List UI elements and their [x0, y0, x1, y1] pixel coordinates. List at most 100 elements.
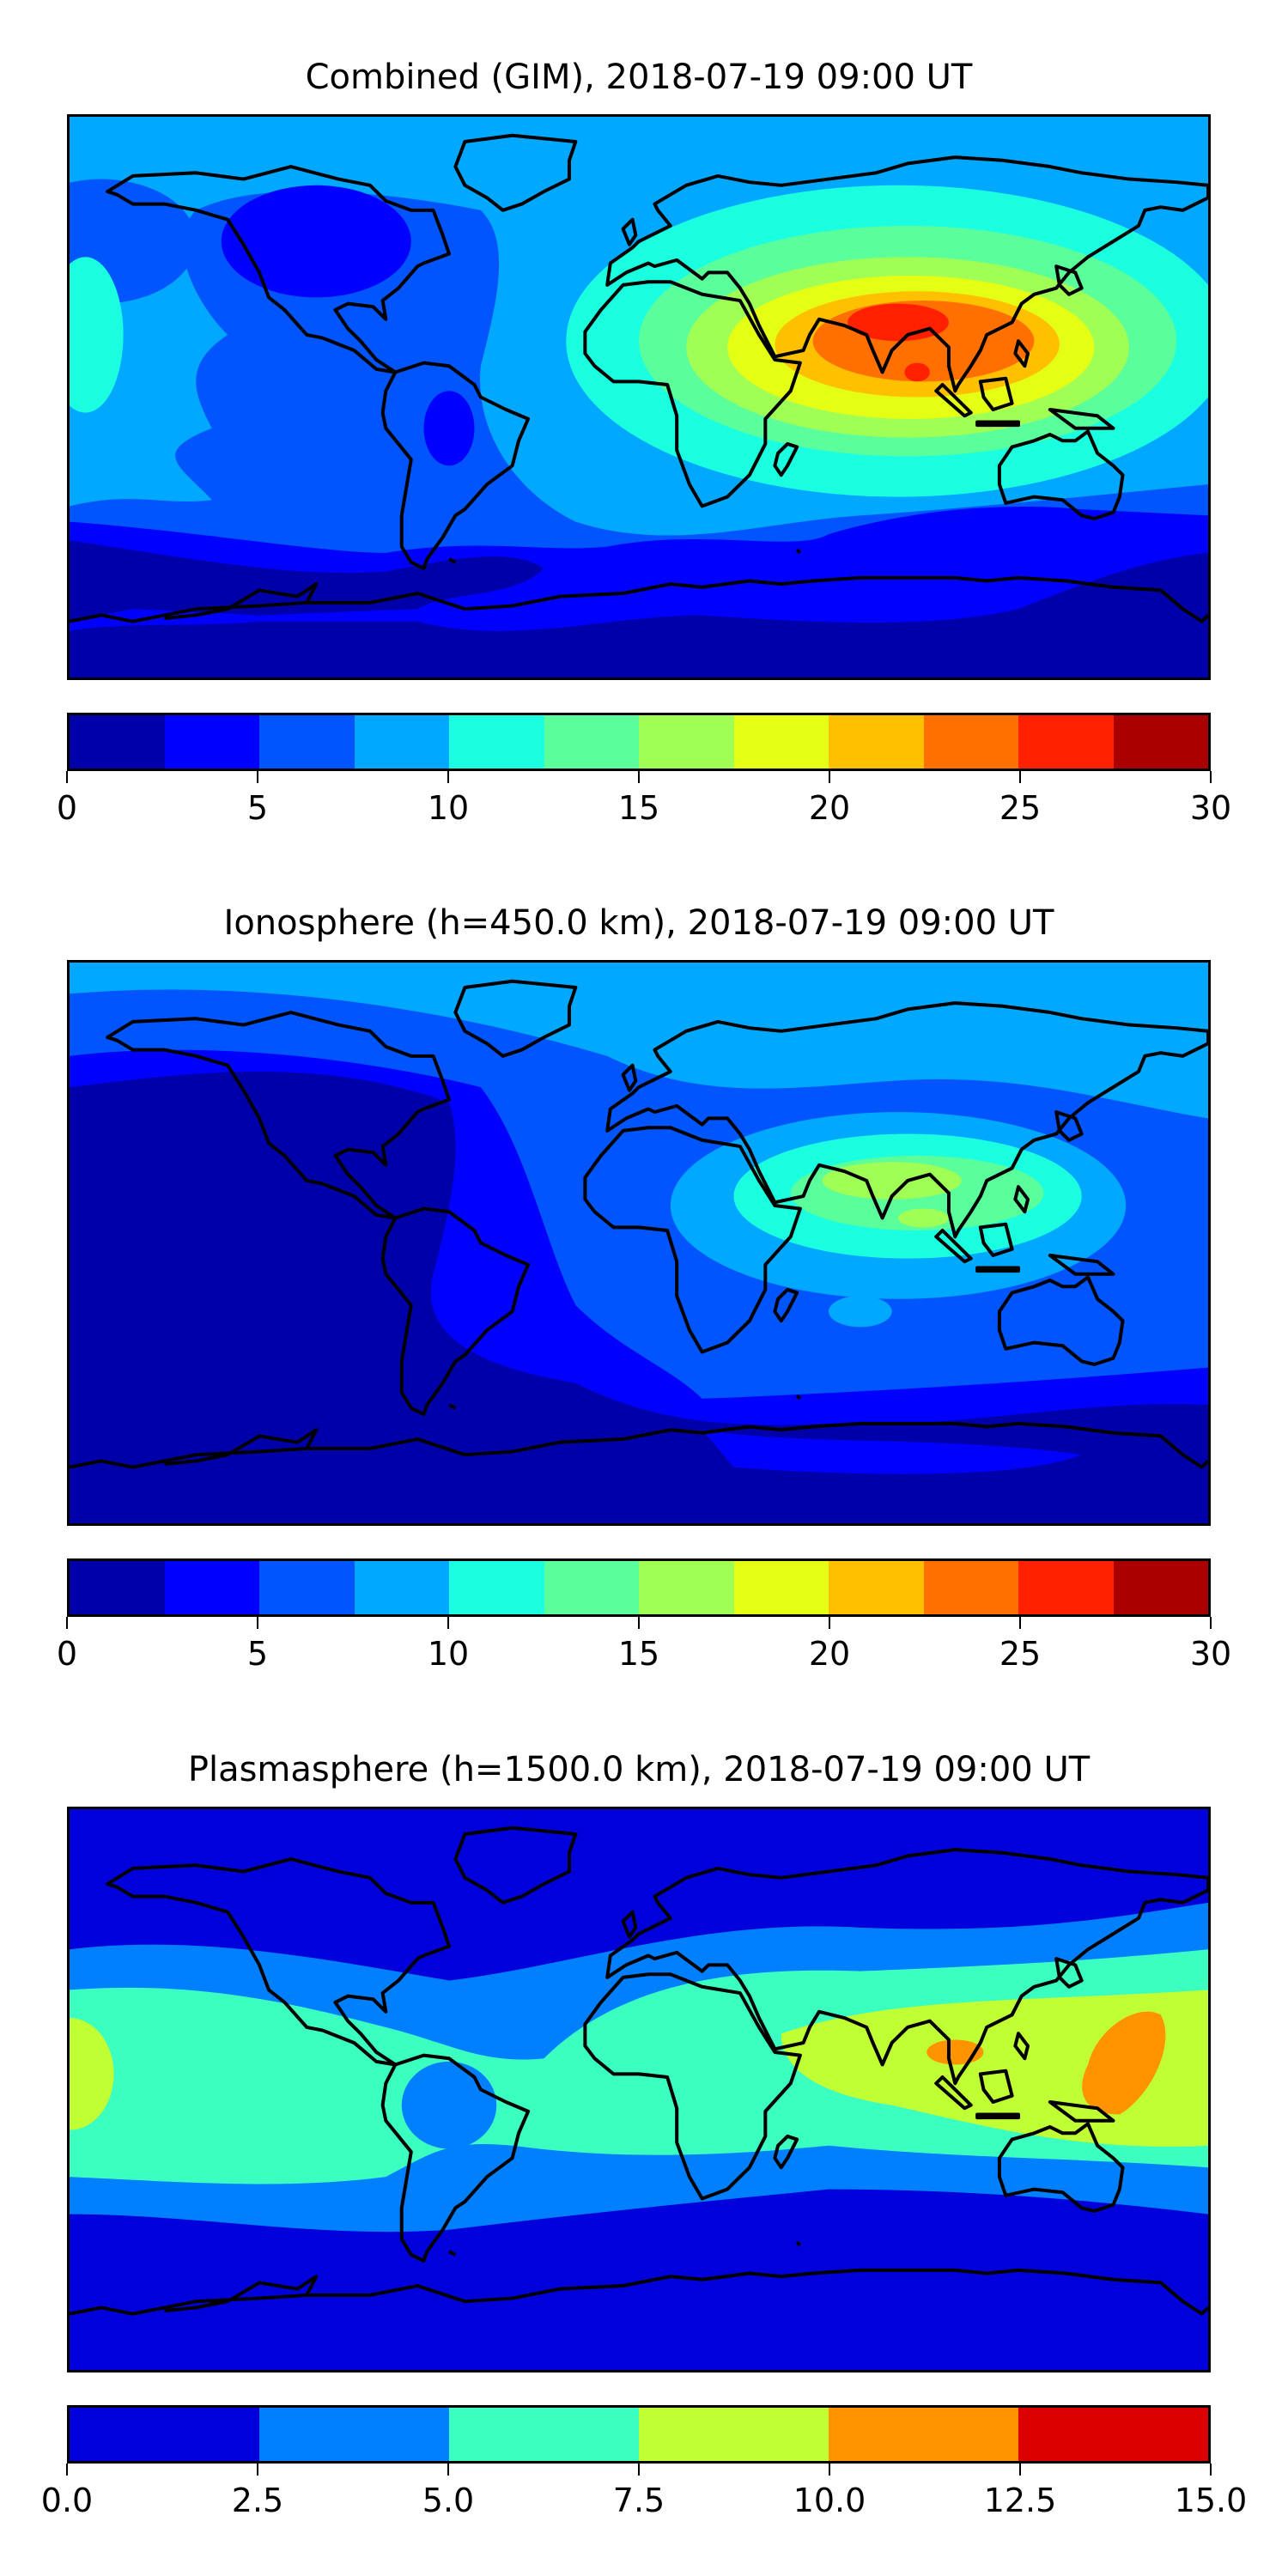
ionosphere-panel: Ionosphere (h=450.0 km), 2018-07-19 09:0… — [0, 846, 1288, 1692]
colorbar-tick-mark — [638, 2464, 640, 2476]
colorbar-tick-mark — [447, 1617, 449, 1629]
colorbar-bin-15-17.5 — [639, 1561, 734, 1614]
contour-2.5-5 — [401, 2061, 497, 2149]
colorbar-tick-label: 15.0 — [1174, 2482, 1248, 2519]
colorbar-tick-mark — [447, 2464, 449, 2476]
colorbar-bin-2.5-5 — [259, 2408, 449, 2461]
colorbar-bin-20-22.5 — [829, 1561, 924, 1614]
colorbar-tick-label: 5.0 — [422, 2482, 475, 2519]
colorbar-tick-label: 0 — [56, 1635, 78, 1673]
colorbar-bin-7.5-10 — [354, 1561, 449, 1614]
colorbar-tick-label: 30 — [1189, 1635, 1232, 1673]
contour-7.5-10 — [70, 2018, 114, 2130]
colorbar-tick-mark — [1210, 771, 1212, 783]
colorbar-bin-7.5-10 — [639, 2408, 829, 2461]
colorbar-bin-0-2.5 — [70, 2408, 259, 2461]
colorbar-tick-mark — [638, 1617, 640, 1629]
combined-gim-panel: Combined (GIM), 2018-07-19 09:00 UT 0 5 10… — [0, 0, 1288, 846]
contour-25-27.5 — [848, 303, 949, 342]
colorbar-bin-10-12.5 — [829, 2408, 1018, 2461]
colorbar-tick-label: 0.0 — [40, 2482, 94, 2519]
colorbar-bin-5-7.5 — [259, 715, 355, 769]
contour-15-17.5 — [898, 1208, 949, 1228]
colorbar-tick-label: 0 — [56, 789, 78, 827]
colorbar-tick-label: 10 — [427, 789, 470, 827]
contour-7.5-10 — [829, 1296, 892, 1327]
colorbar-tick-mark — [257, 1617, 258, 1629]
colorbar-tick-mark — [829, 771, 830, 783]
colorbar-tick-mark — [66, 771, 68, 783]
colorbar-tick-mark — [1019, 2464, 1021, 2476]
panel-title: Ionosphere (h=450.0 km), 2018-07-19 09:0… — [223, 903, 1054, 943]
colorbar-bin-25-27.5 — [1018, 715, 1114, 769]
colorbar-bin-15-17.5 — [639, 715, 734, 769]
colorbar — [67, 713, 1211, 771]
colorbar-tick-label: 30 — [1189, 789, 1232, 827]
colorbar-bin-25-27.5 — [1018, 1561, 1114, 1614]
colorbar-tick-mark — [257, 2464, 258, 2476]
contour-2.5-5 — [702, 1430, 1082, 1474]
colorbar-tick-label: 12.5 — [983, 2482, 1057, 2519]
colorbar-bin-5-7.5 — [449, 2408, 639, 2461]
colorbar-bin-27.5-30 — [1113, 715, 1208, 769]
colorbar-bin-2.5-5 — [164, 1561, 259, 1614]
colorbar-bin-10-12.5 — [449, 715, 544, 769]
colorbar-tick-label: 20 — [808, 789, 851, 827]
plasmasphere-panel: Plasmasphere (h=1500.0 km), 2018-07-19 0… — [0, 1692, 1288, 2538]
colorbar-bin-5-7.5 — [259, 1561, 355, 1614]
colorbar-tick-label: 10.0 — [793, 2482, 866, 2519]
colorbar-bin-0-2.5 — [70, 715, 165, 769]
colorbar-bin-22.5-25 — [923, 1561, 1018, 1614]
colorbar-bin-12.5-15 — [544, 1561, 639, 1614]
contour-2.5-5 — [221, 185, 411, 298]
colorbar-tick-mark — [829, 2464, 830, 2476]
colorbar-tick-mark — [447, 771, 449, 783]
colorbar-tick-label: 25 — [999, 1635, 1042, 1673]
colorbar-tick-mark — [257, 771, 258, 783]
contour-15-17.5 — [822, 1162, 962, 1200]
colorbar-bin-27.5-30 — [1113, 1561, 1208, 1614]
colorbar-ticks: 0.0 2.5 5.0 7.5 10.0 12.5 15.0 — [41, 2464, 1247, 2532]
colorbar-tick-label: 15 — [617, 789, 660, 827]
contour-10-12.5 — [70, 257, 124, 413]
colorbar-tick-label: 5 — [246, 1635, 269, 1673]
contour-10-12.5 — [1082, 2011, 1166, 2115]
colorbar-tick-label: 20 — [808, 1635, 851, 1673]
colorbar-tick-label: 15 — [617, 1635, 660, 1673]
colorbar-tick-label: 7.5 — [612, 2482, 665, 2519]
colorbar-tick-mark — [1019, 771, 1021, 783]
contour-2.5-5 — [423, 391, 475, 466]
colorbar-tick-mark — [1210, 1617, 1212, 1629]
colorbar-bin-2.5-5 — [164, 715, 259, 769]
colorbar — [67, 1558, 1211, 1617]
colorbar-bin-12.5-15 — [544, 715, 639, 769]
colorbar-bin-17.5-20 — [733, 715, 829, 769]
colorbar — [67, 2405, 1211, 2464]
colorbar-tick-mark — [66, 1617, 68, 1629]
colorbar-tick-mark — [1019, 1617, 1021, 1629]
ionosphere-map — [67, 960, 1211, 1526]
colorbar-tick-mark — [829, 1617, 830, 1629]
colorbar-bin-22.5-25 — [923, 715, 1018, 769]
combined-gim-map — [67, 114, 1211, 680]
colorbar-tick-mark — [638, 771, 640, 783]
panel-title: Plasmasphere (h=1500.0 km), 2018-07-19 0… — [187, 1750, 1091, 1789]
contour-0-2.5 — [70, 1071, 1208, 1523]
colorbar-tick-mark — [1210, 2464, 1212, 2476]
plasmasphere-map — [67, 1807, 1211, 2372]
contour-25-27.5 — [904, 362, 930, 382]
colorbar-tick-label: 5 — [246, 789, 269, 827]
colorbar-tick-label: 2.5 — [231, 2482, 284, 2519]
colorbar-tick-label: 10 — [427, 1635, 470, 1673]
colorbar-tick-label: 25 — [999, 789, 1042, 827]
colorbar-bin-20-22.5 — [829, 715, 924, 769]
colorbar-bin-7.5-10 — [354, 715, 449, 769]
colorbar-tick-mark — [66, 2464, 68, 2476]
colorbar-ticks: 0 5 10 15 20 25 30 — [57, 1617, 1231, 1686]
colorbar-bin-0-2.5 — [70, 1561, 165, 1614]
colorbar-bin-10-12.5 — [449, 1561, 544, 1614]
panel-title: Combined (GIM), 2018-07-19 09:00 UT — [305, 58, 973, 97]
colorbar-ticks: 0 5 10 15 20 25 30 — [57, 771, 1231, 840]
colorbar-bin-17.5-20 — [733, 1561, 829, 1614]
colorbar-bin-12.5-15 — [1018, 2408, 1208, 2461]
